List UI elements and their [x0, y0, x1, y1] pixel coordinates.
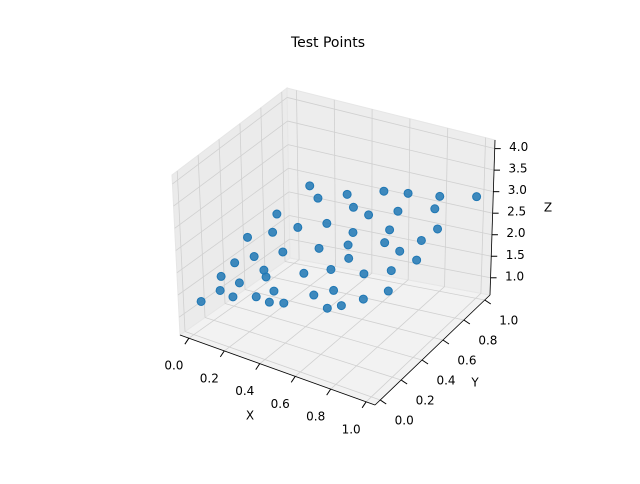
point [327, 265, 335, 273]
point [310, 291, 318, 299]
point [270, 287, 278, 295]
point [323, 304, 331, 312]
point [330, 286, 338, 294]
point [216, 286, 224, 294]
point [431, 205, 439, 213]
z-tick-label: 3.0 [508, 183, 527, 197]
x-tick-label: 0.2 [200, 371, 219, 385]
x-tick-label: 0.4 [235, 384, 254, 398]
point [300, 269, 308, 277]
point [345, 254, 353, 262]
point [252, 293, 260, 301]
z-tick-label: 1.5 [506, 248, 525, 262]
y-tick-label: 0.4 [436, 374, 455, 388]
point [231, 259, 239, 267]
point [384, 287, 392, 295]
z-tick-label: 4.0 [509, 140, 528, 154]
point [337, 302, 345, 310]
point [396, 247, 404, 255]
z-axis-label: Z [544, 201, 552, 215]
point [434, 225, 442, 233]
point [244, 233, 252, 241]
point [473, 193, 481, 201]
x-tick-label: 0.0 [164, 359, 183, 373]
point [306, 182, 314, 190]
point [417, 236, 425, 244]
point [365, 211, 373, 219]
point [343, 190, 351, 198]
point [394, 207, 402, 215]
point [273, 210, 281, 218]
point [323, 219, 331, 227]
x-tick-label: 0.8 [306, 410, 325, 424]
y-tick-label: 1.0 [499, 314, 518, 328]
y-tick-label: 0.0 [395, 414, 414, 428]
x-tick-label: 1.0 [342, 422, 361, 436]
point [436, 192, 444, 200]
point [344, 241, 352, 249]
z-tick-label: 1.0 [505, 269, 524, 283]
y-tick-label: 0.8 [478, 334, 497, 348]
point [380, 187, 388, 195]
point [359, 295, 367, 303]
point [315, 244, 323, 252]
point [294, 223, 302, 231]
point [265, 298, 273, 306]
point [280, 299, 288, 307]
y-tick-label: 0.6 [457, 354, 476, 368]
point [404, 189, 412, 197]
z-tick-label: 3.5 [508, 162, 527, 176]
y-tick-label: 0.2 [416, 394, 435, 408]
z-tick-label: 2.0 [506, 226, 525, 240]
point [229, 293, 237, 301]
point [279, 248, 287, 256]
point [349, 203, 357, 211]
point [349, 228, 357, 236]
point [381, 239, 389, 247]
point [387, 267, 395, 275]
point [260, 266, 268, 274]
chart-title: Test Points [290, 35, 365, 51]
point [197, 297, 205, 305]
z-tick-label: 2.5 [507, 205, 526, 219]
y-axis-label: Y [470, 376, 479, 390]
point [360, 270, 368, 278]
point [413, 256, 421, 264]
point [250, 253, 258, 261]
point [235, 279, 243, 287]
point [386, 226, 394, 234]
point [314, 194, 322, 202]
point [217, 272, 225, 280]
point [269, 228, 277, 236]
x-axis-label: X [246, 409, 254, 423]
x-tick-label: 0.6 [271, 397, 290, 411]
